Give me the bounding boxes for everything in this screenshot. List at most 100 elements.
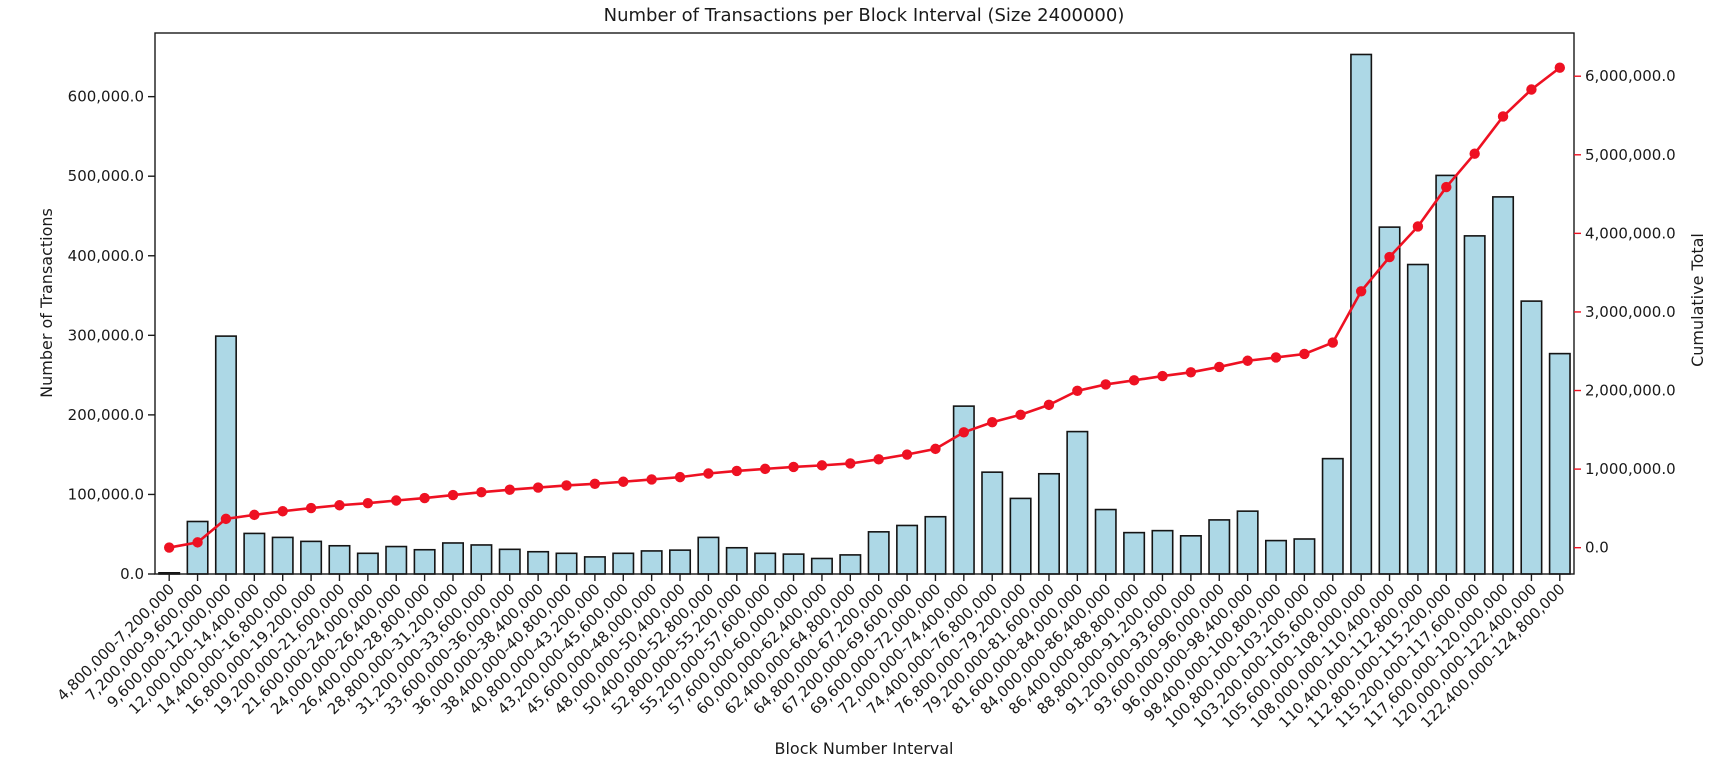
left-axis-tick-label: 300,000.0 xyxy=(68,326,144,344)
bar xyxy=(697,536,720,575)
data-point-marker xyxy=(532,482,544,493)
bar xyxy=(1406,263,1429,575)
data-point-marker xyxy=(1015,409,1026,420)
bar xyxy=(924,515,947,575)
left-axis-tick-label: 500,000.0 xyxy=(68,167,144,185)
right-axis-tick-label: 2,000,000.0 xyxy=(1585,382,1676,400)
data-point-marker xyxy=(504,484,515,495)
bar xyxy=(413,548,436,575)
bar xyxy=(1378,226,1401,575)
bar xyxy=(810,557,833,575)
bar xyxy=(1321,457,1344,575)
bar xyxy=(1463,235,1486,575)
bar xyxy=(243,532,266,575)
bar xyxy=(1179,535,1202,575)
x-axis-label: Block Number Interval xyxy=(775,739,954,758)
bar xyxy=(470,544,493,575)
left-axis-tick-label: 600,000.0 xyxy=(68,88,144,106)
bar xyxy=(1350,53,1373,575)
data-point-marker xyxy=(731,465,742,477)
data-point-marker xyxy=(476,486,487,498)
bar xyxy=(1236,510,1259,575)
bar xyxy=(867,531,890,575)
data-point-marker xyxy=(249,509,260,521)
bar xyxy=(583,556,606,575)
right-y-axis-label: Cumulative Total xyxy=(1688,233,1707,367)
plot-border xyxy=(154,32,1575,575)
left-axis-tick-label: 100,000.0 xyxy=(68,485,144,503)
data-point-marker xyxy=(447,489,459,501)
cumulative-line-group xyxy=(163,62,1566,553)
bar xyxy=(1548,352,1571,575)
bar xyxy=(669,549,692,575)
data-point-marker xyxy=(589,478,601,489)
data-point-marker xyxy=(759,463,771,475)
bar xyxy=(271,536,294,575)
data-point-marker xyxy=(1242,355,1253,366)
data-point-marker xyxy=(674,471,686,483)
data-point-marker xyxy=(220,513,232,525)
bar xyxy=(300,540,323,575)
bar xyxy=(441,542,465,575)
bar xyxy=(356,552,379,575)
bar xyxy=(839,554,862,575)
data-point-marker xyxy=(703,468,714,479)
data-point-marker xyxy=(845,458,856,469)
data-point-marker xyxy=(1355,286,1367,297)
data-point-marker xyxy=(192,537,203,548)
bar xyxy=(1123,531,1146,575)
bar xyxy=(385,545,408,575)
bar xyxy=(214,335,237,575)
bar xyxy=(1151,529,1174,575)
bar xyxy=(1293,538,1316,575)
data-point-marker xyxy=(901,449,913,460)
data-point-marker xyxy=(305,502,317,514)
data-point-marker xyxy=(788,461,799,473)
data-point-marker xyxy=(1185,367,1197,378)
data-point-marker xyxy=(958,427,970,438)
data-point-marker xyxy=(561,480,572,491)
left-y-axis-label: Number of Transactions xyxy=(37,208,56,398)
data-point-marker xyxy=(1526,84,1537,95)
data-point-marker xyxy=(930,443,941,455)
chart-title: Number of Transactions per Block Interva… xyxy=(604,5,1125,26)
data-point-marker xyxy=(163,542,175,553)
bar xyxy=(328,544,351,575)
data-point-marker xyxy=(1072,385,1083,396)
right-axis-tick-label: 3,000,000.0 xyxy=(1585,303,1676,321)
right-axis-tick-label: 5,000,000.0 xyxy=(1585,146,1676,164)
right-axis-ticks: 0.0 1,000,000.0 2,000,000.0 3,000,000.0 4,00… xyxy=(1574,67,1676,557)
bar xyxy=(1037,472,1060,575)
right-axis-tick-label: 6,000,000.0 xyxy=(1585,67,1676,85)
bar xyxy=(498,548,521,575)
bar xyxy=(1208,519,1231,575)
data-point-marker xyxy=(1327,337,1338,348)
bar xyxy=(527,550,550,575)
left-axis-tick-label: 0.0 xyxy=(120,565,144,583)
data-point-marker xyxy=(1043,399,1055,411)
data-point-marker xyxy=(1270,352,1282,363)
bar xyxy=(612,552,635,575)
left-axis-tick-label: 200,000.0 xyxy=(68,406,144,424)
data-point-marker xyxy=(987,417,998,428)
bar xyxy=(754,552,777,575)
data-point-marker xyxy=(618,476,629,487)
bar xyxy=(896,524,919,575)
data-point-marker xyxy=(1441,181,1452,193)
data-point-marker xyxy=(1384,251,1395,263)
left-axis-ticks: 0.0 100,000.0 200,000.0 300,000.0 400,000.0 5… xyxy=(68,88,155,583)
right-axis-tick-label: 4,000,000.0 xyxy=(1585,224,1676,242)
bar xyxy=(1435,174,1458,575)
data-point-marker xyxy=(1497,111,1509,122)
right-axis-tick-label: 0.0 xyxy=(1585,539,1609,557)
data-point-marker xyxy=(1214,361,1225,373)
data-point-marker xyxy=(362,498,374,509)
bar xyxy=(1492,196,1515,575)
bar xyxy=(782,553,805,575)
bar xyxy=(1094,508,1117,575)
data-point-marker xyxy=(873,454,884,465)
bar xyxy=(1520,300,1543,575)
data-point-marker xyxy=(1299,348,1310,360)
data-point-marker xyxy=(1157,370,1168,382)
